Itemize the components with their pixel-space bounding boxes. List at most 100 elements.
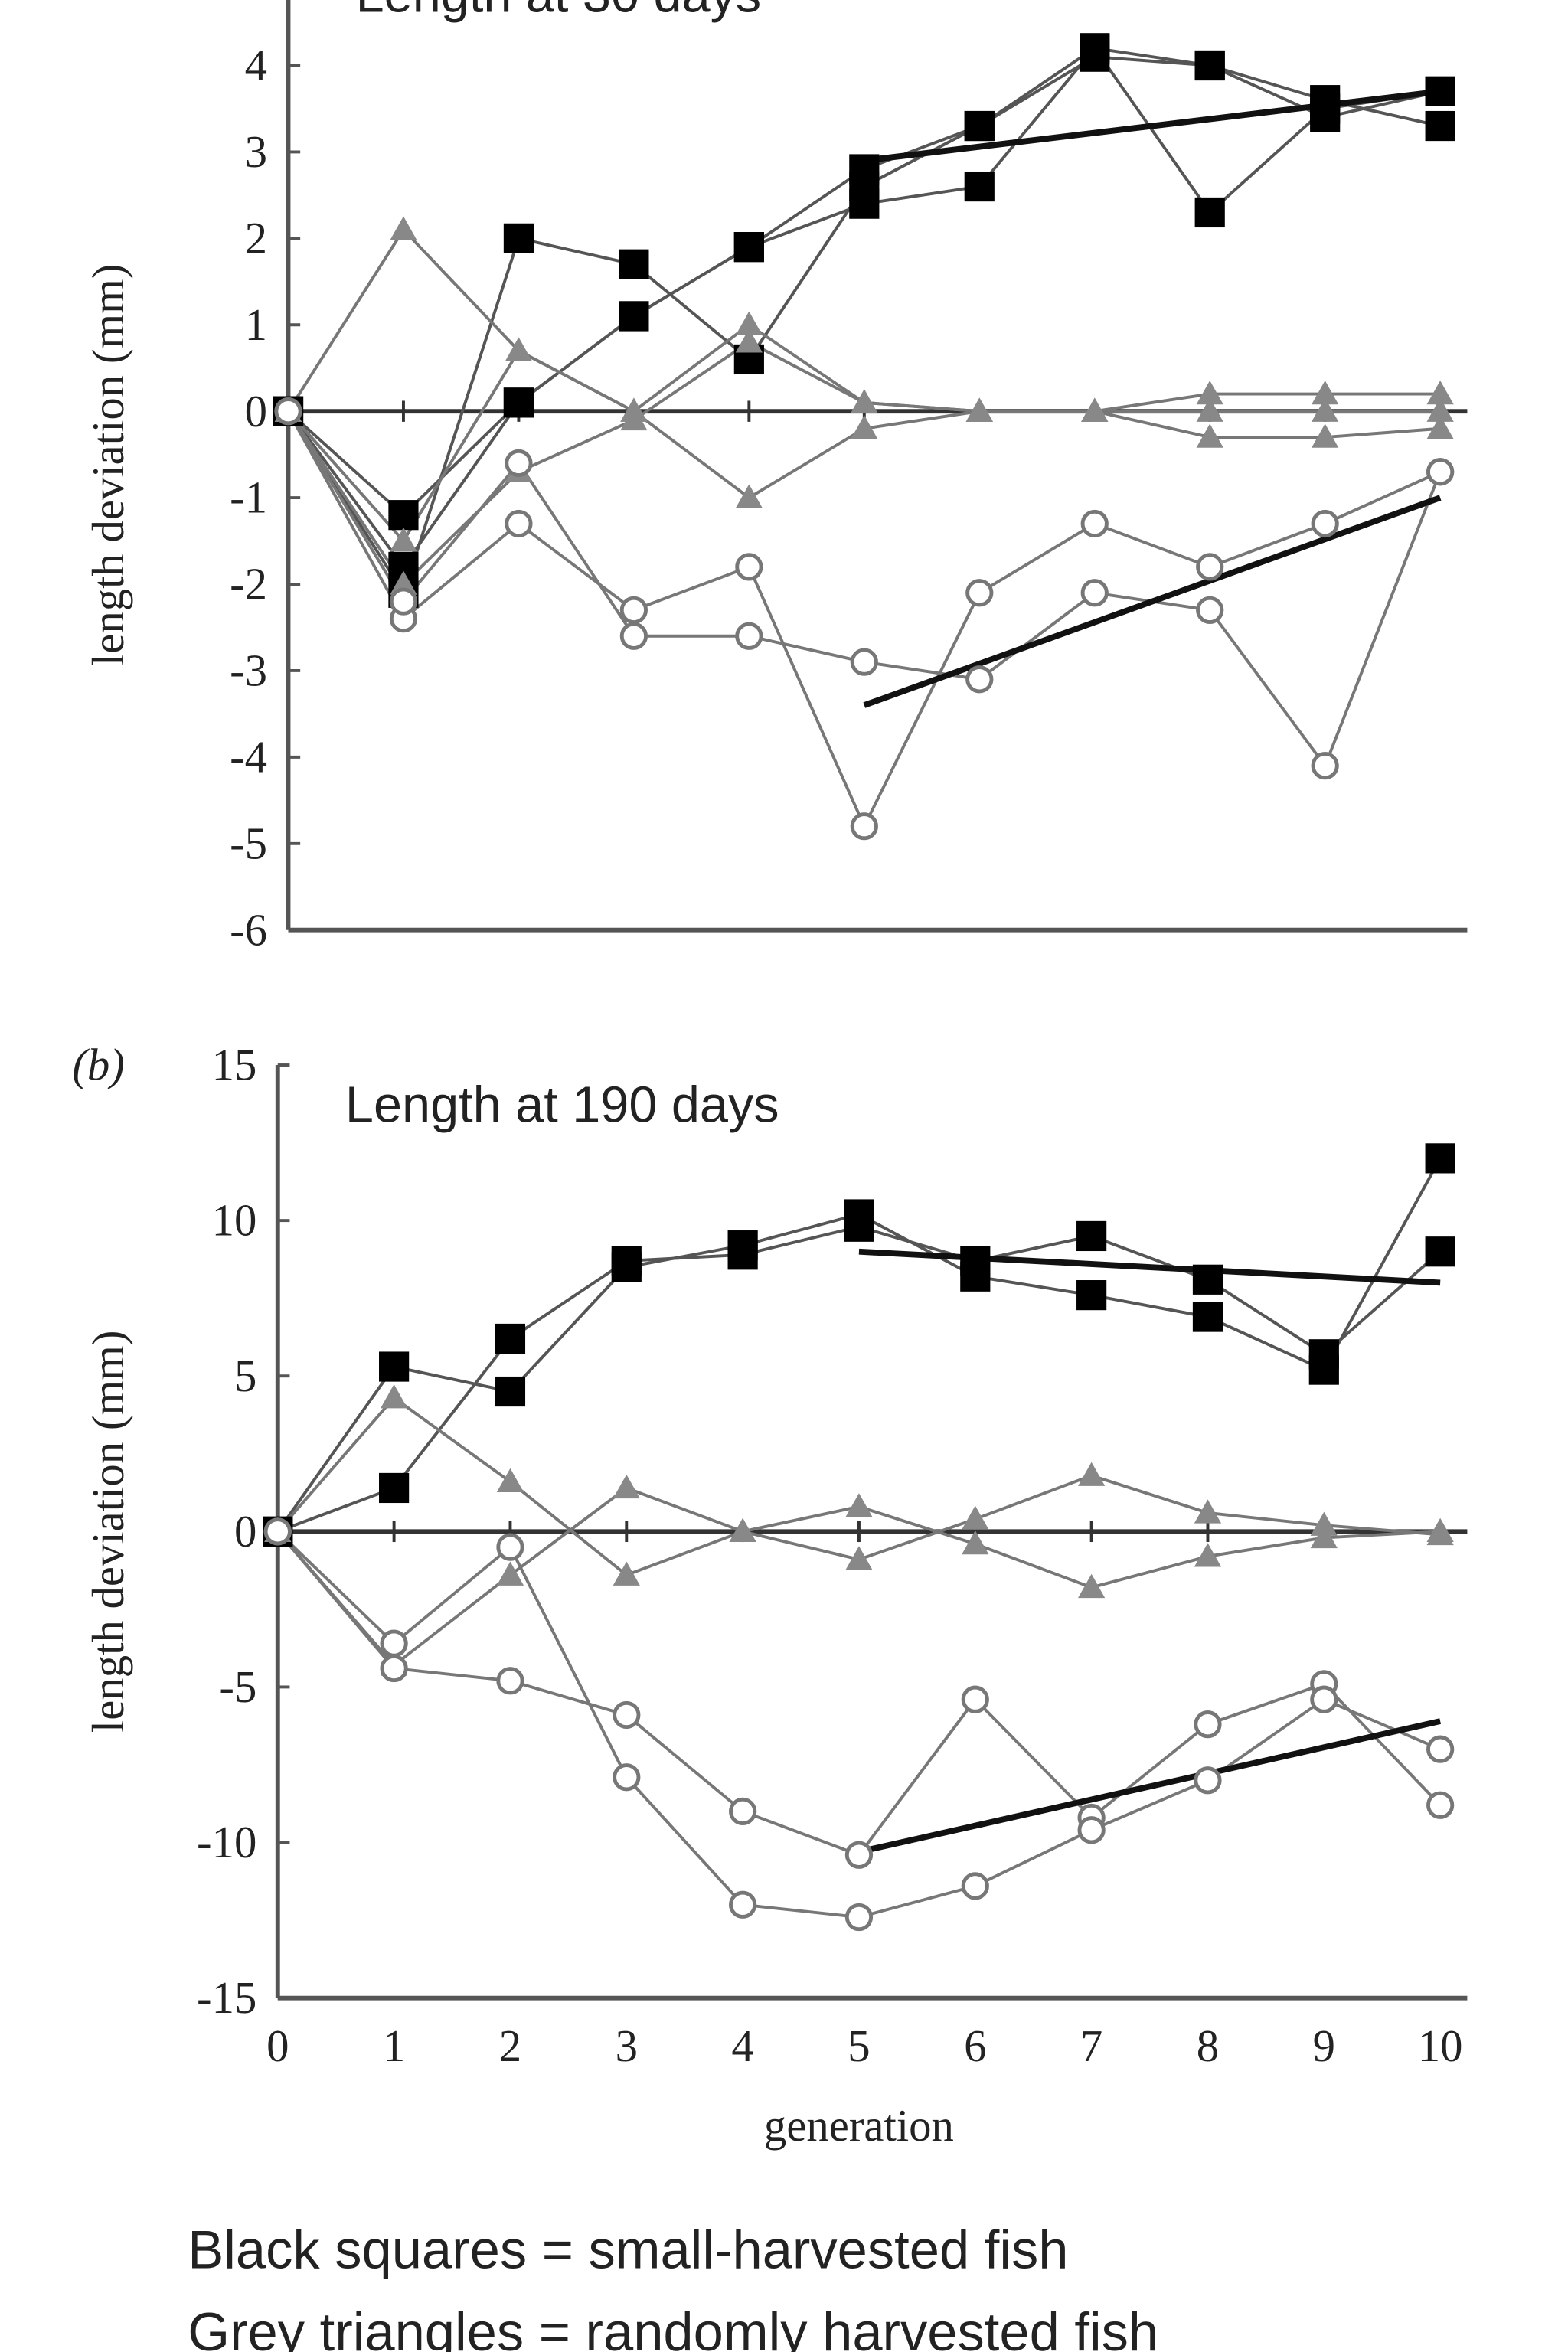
- triangle-marker: [965, 397, 993, 422]
- chart-panel: -6 -5 -4 -3 -2 -1 0 1 2 3 4 length deviation (mm) Le…: [83, 0, 1468, 955]
- square-marker: [388, 500, 419, 531]
- chart-title: Length at 30 days: [356, 0, 762, 24]
- square-marker: [1310, 102, 1341, 132]
- triangle-marker: [1426, 397, 1454, 422]
- square-marker: [844, 1211, 874, 1242]
- circle-marker: [728, 1890, 757, 1919]
- triangle-marker: [1312, 397, 1339, 422]
- y-tick-label: -4: [230, 732, 267, 782]
- square-marker: [1425, 110, 1455, 142]
- circle-marker: [961, 1872, 989, 1900]
- circle-marker: [1077, 1816, 1106, 1844]
- series-line: [287, 348, 1441, 544]
- square-marker: [1076, 1280, 1107, 1311]
- circle-marker: [1310, 1685, 1338, 1713]
- chart-panel: -15 -10 -5 0 5 10 15 0 1 2 3 4 5 6 7 8 9 10 generation leng…: [72, 1040, 1468, 2151]
- square-marker: [1192, 1264, 1223, 1295]
- x-tick-label: 4: [731, 2021, 753, 2071]
- y-tick-label: -2: [230, 560, 267, 609]
- series-line: [286, 227, 1441, 413]
- circle-marker: [844, 1841, 874, 1869]
- square-marker: [727, 1240, 758, 1270]
- triangle-marker: [735, 328, 763, 353]
- triangle-marker: [612, 1561, 640, 1586]
- triangle-marker: [1196, 423, 1223, 448]
- square-marker: [1308, 1339, 1339, 1370]
- square-marker: [1194, 50, 1225, 81]
- circle-marker: [1196, 596, 1224, 625]
- triangle-marker: [851, 415, 878, 439]
- square-marker: [503, 387, 534, 418]
- square-marker: [1425, 1143, 1455, 1174]
- series-line: [286, 340, 1441, 587]
- triangle-marker: [390, 527, 417, 552]
- x-tick-label: 6: [964, 2021, 986, 2071]
- triangle-marker: [505, 337, 533, 361]
- y-tick-label: 2: [245, 214, 267, 263]
- series-line: [286, 410, 1442, 769]
- triangle-marker: [1310, 1524, 1338, 1549]
- y-tick-label: -5: [230, 818, 267, 868]
- legend-note: Black squares = small-harvested fish: [188, 2219, 1068, 2279]
- circle-marker: [735, 553, 763, 581]
- square-marker: [1425, 76, 1455, 106]
- y-tick-label: -1: [230, 473, 267, 523]
- y-tick-label: -10: [197, 1818, 256, 1867]
- series-line: [286, 46, 1441, 596]
- square-marker: [964, 171, 995, 202]
- triangle-marker: [1194, 1499, 1222, 1524]
- x-tick-label: 10: [1418, 2021, 1463, 2071]
- circle-marker: [496, 1533, 524, 1561]
- square-marker: [611, 1246, 642, 1276]
- triangle-marker: [851, 389, 878, 413]
- x-tick-label: 1: [383, 2021, 405, 2071]
- triangle-marker: [612, 1474, 640, 1499]
- triangle-marker: [1196, 397, 1223, 422]
- x-tick-label: 2: [499, 2021, 521, 2071]
- triangle-marker: [390, 570, 417, 595]
- circle-marker: [505, 509, 533, 538]
- circle-marker: [1311, 509, 1339, 538]
- circle-marker: [1080, 579, 1109, 607]
- circle-marker: [1196, 553, 1224, 581]
- y-tick-label: 4: [245, 41, 267, 90]
- square-marker: [964, 110, 995, 142]
- circle-marker: [850, 812, 878, 841]
- circle-marker: [961, 1685, 989, 1713]
- circle-marker: [735, 622, 763, 650]
- square-marker: [619, 301, 649, 332]
- square-marker: [495, 1376, 526, 1407]
- triangle-marker: [845, 1546, 873, 1570]
- triangle-marker: [620, 406, 648, 431]
- series-line: [276, 1530, 1442, 1857]
- square-marker: [379, 1351, 410, 1382]
- square-marker: [849, 188, 880, 219]
- triangle-marker: [390, 216, 417, 240]
- chart-title: Length at 190 days: [345, 1076, 779, 1133]
- y-tick-label: 10: [212, 1196, 257, 1246]
- circle-marker: [850, 648, 878, 676]
- y-tick-label: 3: [245, 127, 267, 177]
- circle-marker: [1426, 1791, 1455, 1819]
- triangle-marker: [729, 1517, 756, 1543]
- square-marker: [619, 249, 649, 279]
- square-marker: [495, 1323, 526, 1354]
- y-axis-label: length deviation (mm): [83, 264, 133, 667]
- circle-marker: [965, 579, 994, 607]
- circle-marker: [496, 1667, 524, 1695]
- circle-marker: [1426, 1735, 1455, 1763]
- circle-marker: [263, 1517, 292, 1546]
- triangle-marker: [962, 1505, 989, 1530]
- square-marker: [1194, 197, 1225, 228]
- y-tick-label: 15: [212, 1040, 257, 1090]
- circle-marker: [844, 1903, 874, 1932]
- circle-marker: [612, 1763, 641, 1792]
- series-line: [286, 55, 1441, 570]
- square-marker: [379, 1472, 410, 1504]
- y-tick-label: -5: [219, 1662, 256, 1712]
- y-tick-label: -3: [230, 646, 267, 696]
- y-axis-label: length deviation (mm): [83, 1331, 133, 1733]
- legend-note: Grey triangles = randomly harvested fish: [188, 2301, 1158, 2352]
- x-tick-label: 5: [848, 2021, 870, 2071]
